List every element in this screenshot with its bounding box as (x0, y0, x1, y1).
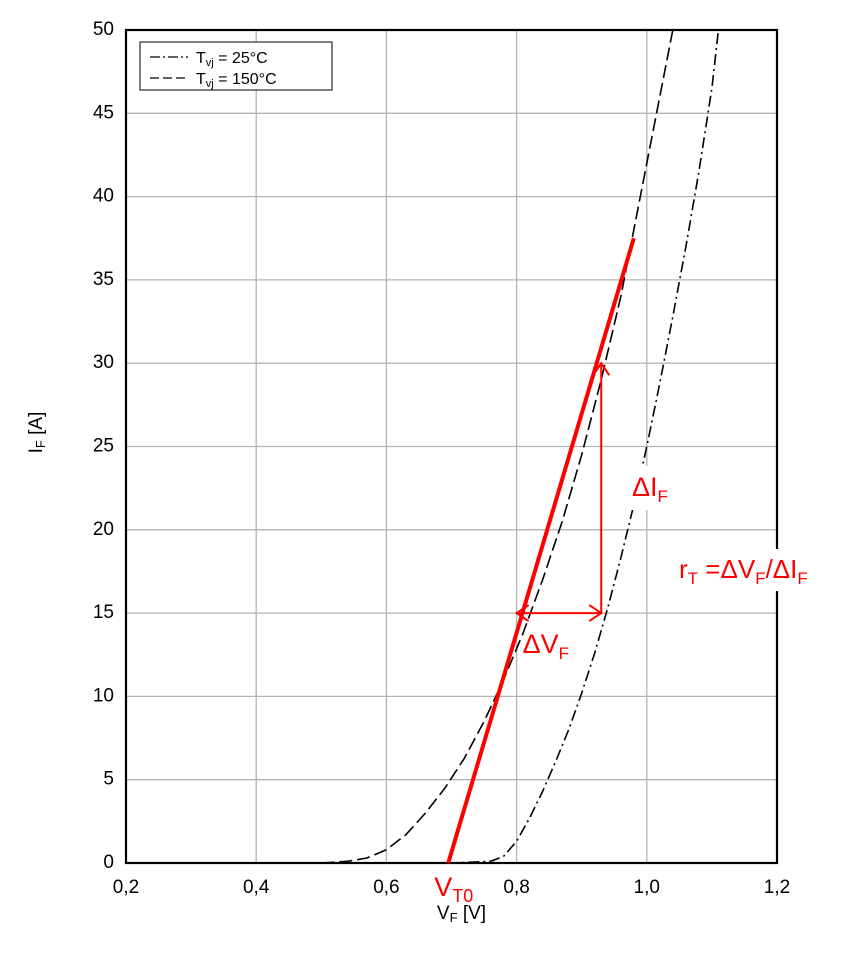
y-axis-label-main: I (26, 448, 47, 453)
y-axis-label: IF [A] (26, 412, 48, 454)
y-tick-label: 0 (103, 852, 114, 873)
y-tick-label: 50 (93, 19, 114, 40)
x-axis-ticks: 0,2 0,4 0,6 0,8 1,0 1,2 (113, 877, 790, 898)
y-tick-label: 5 (103, 769, 114, 790)
vt0-label: VT0 (434, 872, 473, 906)
delta-i-sub: F (658, 487, 668, 506)
plot-frame (124, 28, 779, 865)
curve-25c (321, 29, 720, 864)
y-axis-ticks: 0 5 10 15 20 25 30 35 40 45 50 (93, 19, 114, 873)
vt0-main: V (434, 872, 452, 902)
annotations: VT0 ΔVF ΔIF rT =ΔVF/ΔIF (434, 237, 848, 906)
delta-v-arrowhead-left (514, 604, 530, 622)
y-tick-label: 20 (93, 519, 114, 540)
y-tick-label: 25 (93, 436, 114, 457)
y-tick-label: 10 (93, 685, 114, 706)
rt-formula-label: rT =ΔVF/ΔIF (679, 554, 808, 588)
delta-i-label: ΔIF (632, 472, 668, 506)
legend-entry-25c: Tvj = 25°C (196, 50, 268, 69)
x-tick-label: 0,4 (243, 877, 270, 898)
x-tick-label: 0,2 (113, 877, 139, 898)
y-tick-label: 40 (93, 186, 114, 207)
legend-150c-rest: = 150°C (214, 71, 277, 88)
legend-150c-main: T (196, 71, 206, 88)
delta-v-sub: F (559, 644, 569, 663)
x-tick-label: 1,2 (764, 877, 790, 898)
x-tick-label: 1,0 (634, 877, 660, 898)
rt-sub3: F (797, 569, 807, 588)
legend: Tvj = 25°C Tvj = 150°C (139, 41, 333, 91)
y-tick-label: 15 (93, 602, 114, 623)
rt-sub1: T (688, 569, 698, 588)
y-tick-label: 30 (93, 352, 114, 373)
legend-box (139, 41, 333, 91)
y-axis-label-rest: [A] (26, 412, 47, 441)
delta-i-label-background (628, 466, 676, 510)
y-tick-label: 45 (93, 102, 114, 123)
legend-150c-sub: vj (206, 78, 214, 90)
delta-i-arrowhead (592, 361, 611, 376)
delta-v-label: ΔVF (523, 629, 569, 663)
x-axis-label: VF [V] (437, 903, 486, 925)
rt-label-background (676, 549, 848, 591)
x-tick-label: 0,8 (503, 877, 529, 898)
grid (126, 30, 777, 863)
legend-25c-rest: = 25°C (214, 50, 268, 67)
y-axis-label-sub: F (33, 440, 48, 448)
y-tick-label: 35 (93, 269, 114, 290)
legend-entry-150c: Tvj = 150°C (196, 71, 277, 90)
x-axis-label-sub: F (450, 910, 458, 925)
rt-main: r (679, 554, 688, 584)
legend-25c-main: T (196, 50, 206, 67)
delta-i-main: ΔI (632, 472, 658, 502)
tangent-line (446, 237, 636, 864)
vt0-sub: T0 (452, 886, 473, 906)
x-tick-label: 0,6 (373, 877, 399, 898)
rt-slash: /ΔI (766, 554, 798, 584)
x-axis-label-main: V (437, 903, 450, 924)
delta-v-main: ΔV (523, 629, 559, 659)
rt-mid: =ΔV (698, 554, 756, 584)
x-axis-label-rest: [V] (458, 903, 487, 924)
rt-sub2: F (755, 569, 765, 588)
legend-25c-sub: vj (206, 57, 214, 69)
